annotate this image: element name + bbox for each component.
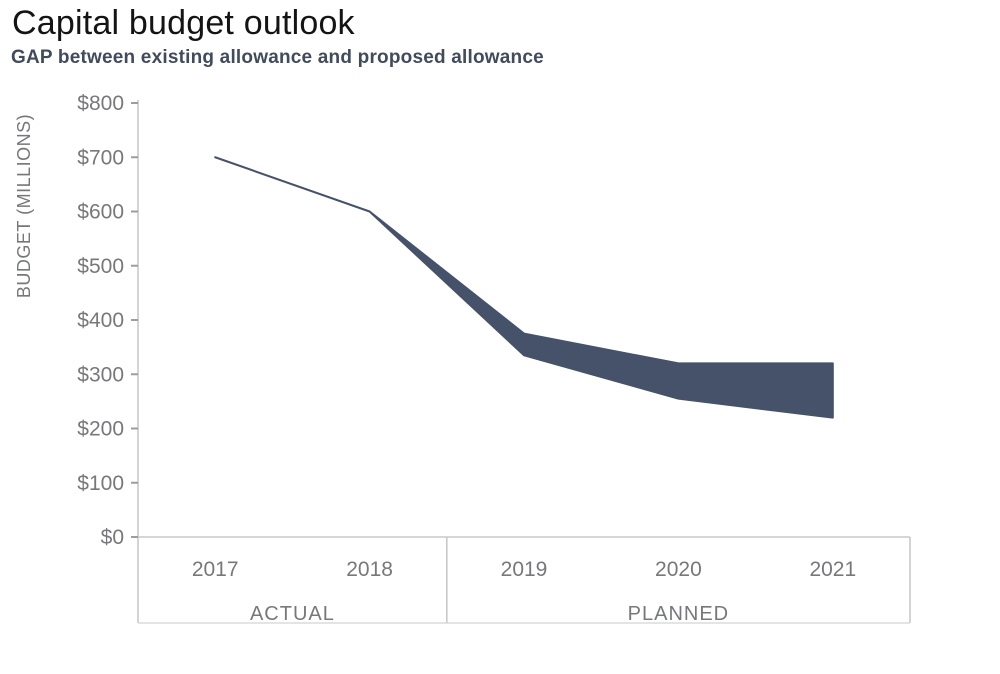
x-group-label: PLANNED <box>628 603 729 625</box>
x-tick-label: 2021 <box>809 558 856 581</box>
budget-gap-band <box>214 156 834 419</box>
y-tick-label: $700 <box>77 146 124 169</box>
x-tick-label: 2018 <box>346 558 393 581</box>
chart-subtitle: GAP between existing allowance and propo… <box>11 47 544 68</box>
x-tick-label: 2019 <box>501 558 548 581</box>
y-tick-label: $500 <box>77 255 124 278</box>
y-axis-title: BUDGET (MILLIONS) <box>14 114 34 298</box>
y-tick-label: $400 <box>77 309 124 332</box>
chart-title: Capital budget outlook <box>12 4 355 42</box>
y-tick-label: $800 <box>77 92 124 115</box>
x-tick-label: 2017 <box>192 558 239 581</box>
y-tick-label: $600 <box>77 201 124 224</box>
y-tick-label: $0 <box>101 526 124 549</box>
y-tick-label: $300 <box>77 363 124 386</box>
y-tick-label: $100 <box>77 472 124 495</box>
y-tick-label: $200 <box>77 418 124 441</box>
x-group-label: ACTUAL <box>250 603 335 625</box>
x-tick-label: 2020 <box>655 558 702 581</box>
